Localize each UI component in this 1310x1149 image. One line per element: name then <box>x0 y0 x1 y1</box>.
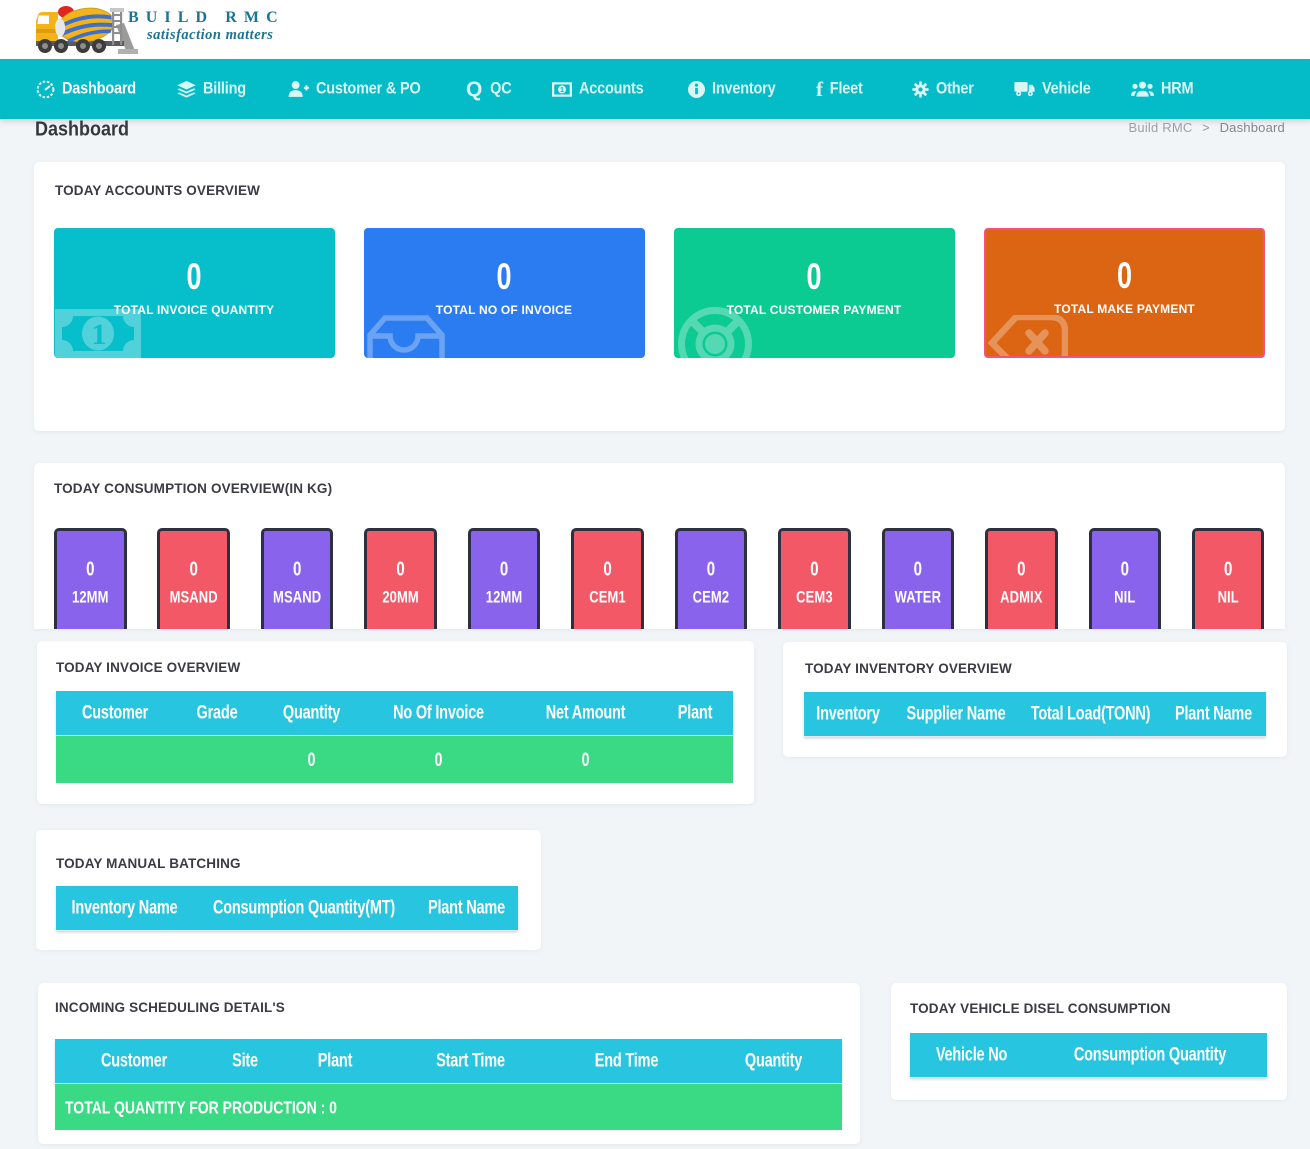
svg-text:satisfaction matters: satisfaction matters <box>146 27 273 43</box>
svg-text:1: 1 <box>91 318 106 351</box>
svg-text:1: 1 <box>560 85 564 94</box>
svg-text:BUILD RMC: BUILD RMC <box>128 9 284 26</box>
